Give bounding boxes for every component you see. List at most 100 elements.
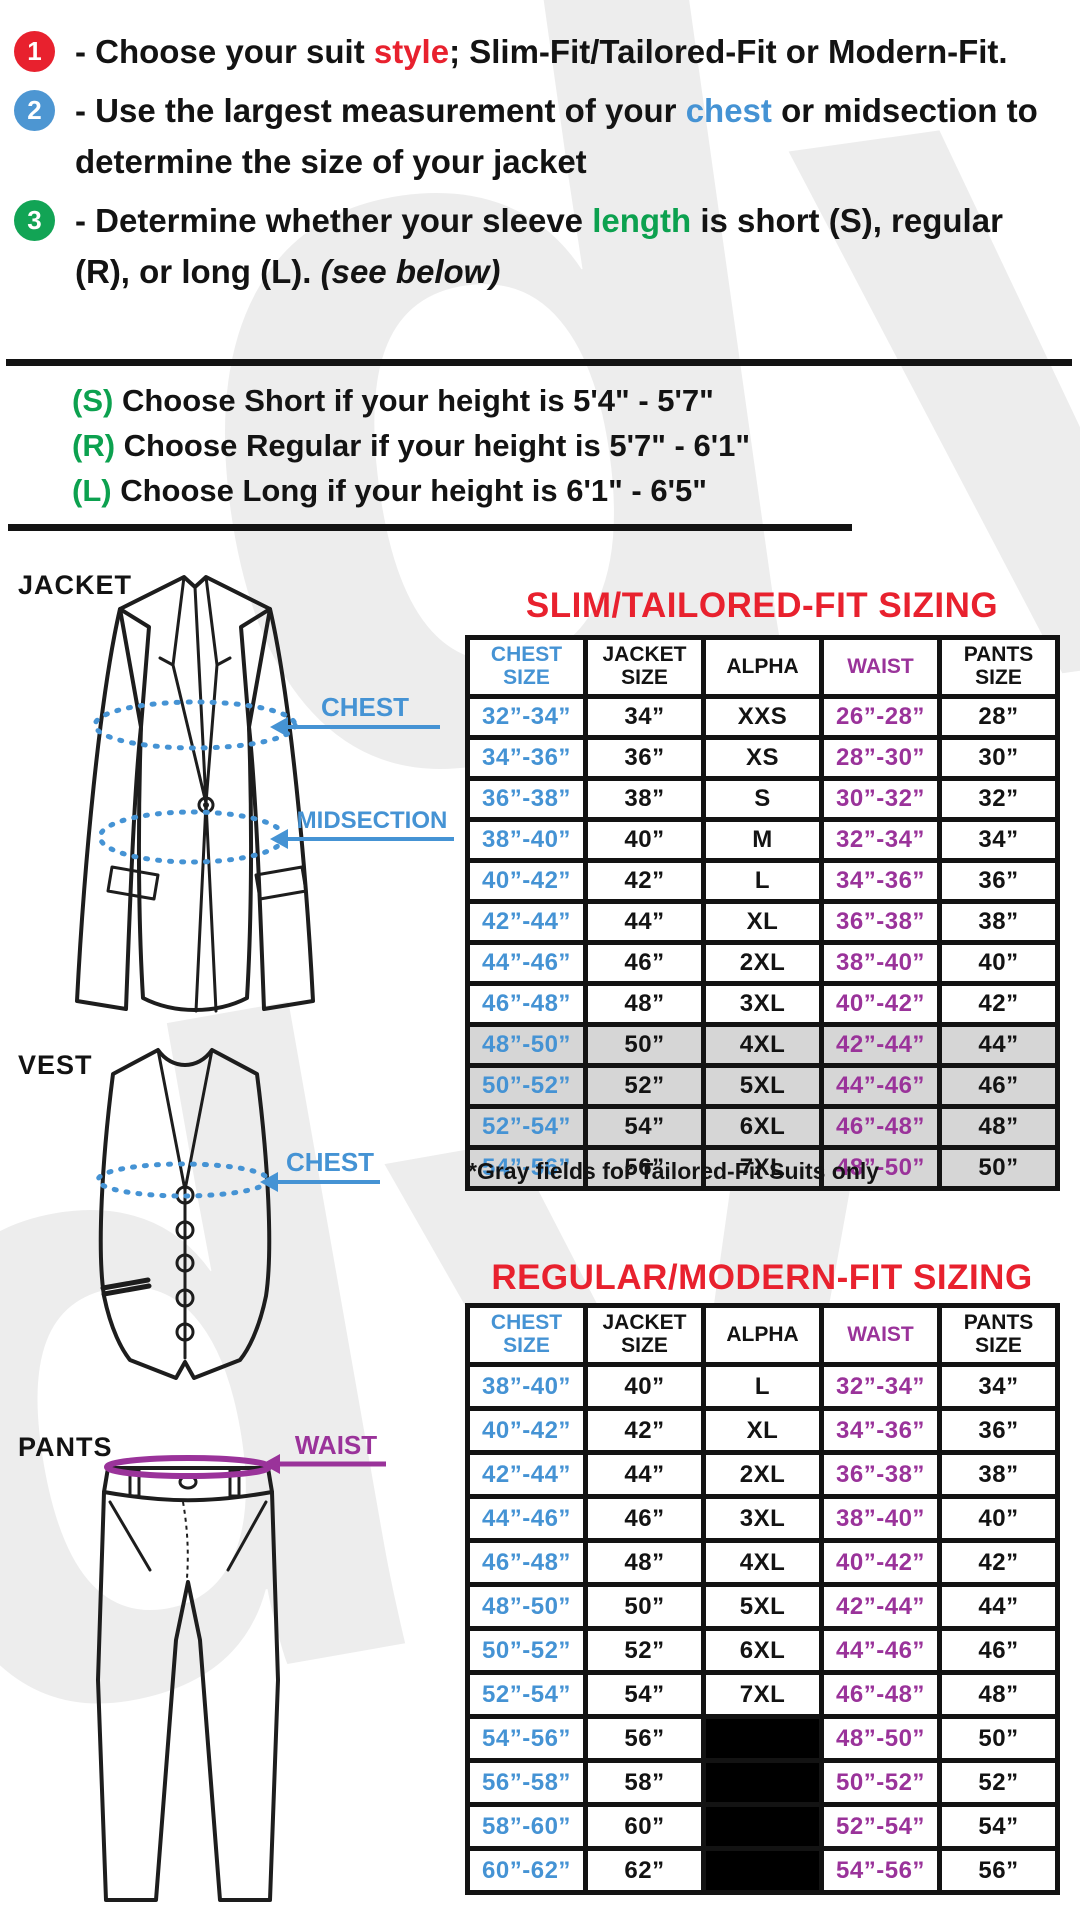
- size-cell: 52”-54”: [465, 1670, 588, 1719]
- blackout-cell: [701, 1714, 824, 1763]
- size-cell: 42”-44”: [465, 1450, 588, 1499]
- instruction-text: - Determine whether your sleeve length i…: [75, 202, 1003, 290]
- size-row: 42”-44” 44” 2XL 36”-38” 38”: [465, 1450, 1060, 1499]
- size-cell: 36”-38”: [465, 776, 588, 822]
- size-cell: 40”: [583, 817, 706, 863]
- size-cell: 46”: [937, 1626, 1060, 1675]
- height-rule-text: Choose Regular if your height is 5'7" - …: [115, 428, 751, 463]
- chest-label: CHEST: [286, 1147, 374, 1177]
- size-row: 56”-58” 58” 50”-52” 52”: [465, 1758, 1060, 1807]
- size-cell: 46”: [583, 940, 706, 986]
- size-cell: 54”-56”: [465, 1714, 588, 1763]
- chest-label: CHEST: [321, 692, 409, 722]
- step-number-badge: 3: [14, 200, 55, 241]
- size-cell: 40”: [583, 1362, 706, 1411]
- size-cell: 44”: [583, 1450, 706, 1499]
- size-cell: 48”-50”: [819, 1714, 942, 1763]
- midsection-label: MIDSECTION: [297, 807, 448, 834]
- size-cell: 5XL: [701, 1063, 824, 1109]
- size-cell: 48”-50”: [465, 1022, 588, 1068]
- size-cell: S: [701, 776, 824, 822]
- column-header: PANTS SIZE: [937, 635, 1060, 699]
- size-cell: 38”-40”: [465, 817, 588, 863]
- size-cell: 42”-44”: [819, 1582, 942, 1631]
- size-cell: XXS: [701, 694, 824, 740]
- size-row: 58”-60” 60” 52”-54” 54”: [465, 1802, 1060, 1851]
- instruction-text: - Choose your suit style; Slim-Fit/Tailo…: [75, 33, 1008, 70]
- size-cell: 40”: [937, 940, 1060, 986]
- vest-diagram: CHEST: [95, 1048, 380, 1380]
- size-row: 38”-40” 40” L 32”-34” 34”: [465, 1362, 1060, 1411]
- column-header: CHEST SIZE: [465, 1303, 588, 1367]
- size-cell: 42”: [937, 1538, 1060, 1587]
- step-number-badge: 2: [14, 90, 55, 131]
- height-rule-line: (S) Choose Short if your height is 5'4" …: [72, 378, 750, 423]
- column-header: WAIST: [819, 1303, 942, 1367]
- divider-line: [8, 524, 852, 531]
- size-cell: 44”-46”: [819, 1626, 942, 1675]
- size-cell: 4XL: [701, 1538, 824, 1587]
- size-cell: 50”-52”: [819, 1758, 942, 1807]
- size-cell: 34”-36”: [819, 1406, 942, 1455]
- size-cell: 52”: [583, 1626, 706, 1675]
- size-cell: 2XL: [701, 1450, 824, 1499]
- column-header: WAIST: [819, 635, 942, 699]
- size-row: 40”-42” 42” L 34”-36” 36”: [465, 858, 1060, 904]
- size-cell: 44”: [583, 899, 706, 945]
- size-cell: 44”-46”: [465, 1494, 588, 1543]
- pants-legs: [96, 1490, 280, 1902]
- size-cell: 34”: [583, 694, 706, 740]
- column-header: PANTS SIZE: [937, 1303, 1060, 1367]
- size-row: 48”-50” 50” 4XL 42”-44” 44”: [465, 1022, 1060, 1068]
- size-row: 44”-46” 46” 2XL 38”-40” 40”: [465, 940, 1060, 986]
- size-cell: 7XL: [701, 1145, 824, 1191]
- size-cell: 50”-52”: [465, 1063, 588, 1109]
- waist-arrow-head-icon: [262, 1454, 280, 1474]
- divider-line: [6, 359, 1072, 366]
- length-tag: (S): [72, 383, 114, 418]
- waist-label: WAIST: [295, 1430, 377, 1460]
- instruction-item: 2 - Use the largest measurement of your c…: [14, 85, 1066, 187]
- jacket-section-label: JACKET: [18, 570, 133, 600]
- pants-section-label: PANTS: [18, 1432, 113, 1462]
- size-row: 42”-44” 44” XL 36”-38” 38”: [465, 899, 1060, 945]
- size-row: 50”-52” 52” 6XL 44”-46” 46”: [465, 1626, 1060, 1675]
- size-row: 54”-56” 56” 7XL 48”-50” 50”: [465, 1145, 1060, 1191]
- blackout-cell: [701, 1802, 824, 1851]
- size-cell: 5XL: [701, 1582, 824, 1631]
- size-cell: 54”: [583, 1104, 706, 1150]
- size-cell: 34”: [937, 817, 1060, 863]
- size-row: 40”-42” 42” XL 34”-36” 36”: [465, 1406, 1060, 1455]
- size-cell: 52”: [937, 1758, 1060, 1807]
- size-cell: 46”: [583, 1494, 706, 1543]
- jacket-button-hole: [203, 802, 209, 808]
- size-cell: 60”: [583, 1802, 706, 1851]
- size-cell: 50”: [937, 1145, 1060, 1191]
- size-row: 52”-54” 54” 7XL 46”-48” 48”: [465, 1670, 1060, 1719]
- size-cell: 52”-54”: [465, 1104, 588, 1150]
- size-cell: 50”: [583, 1022, 706, 1068]
- size-cell: 42”: [583, 858, 706, 904]
- size-cell: 50”: [937, 1714, 1060, 1763]
- size-cell: 26”-28”: [819, 694, 942, 740]
- size-row: 32”-34” 34” XXS 26”-28” 28”: [465, 694, 1060, 740]
- size-cell: 60”-62”: [465, 1846, 588, 1895]
- pants-diagram: WAIST: [96, 1430, 386, 1902]
- size-cell: 6XL: [701, 1104, 824, 1150]
- size-cell: 32”-34”: [819, 817, 942, 863]
- size-cell: 36”: [583, 735, 706, 781]
- size-cell: 46”-48”: [465, 981, 588, 1027]
- size-cell: 38”-40”: [819, 1494, 942, 1543]
- size-cell: 3XL: [701, 1494, 824, 1543]
- size-cell: 48”-50”: [465, 1582, 588, 1631]
- size-cell: 28”-30”: [819, 735, 942, 781]
- length-tag: (R): [72, 428, 116, 463]
- height-rule-text: Choose Long if your height is 6'1" - 6'5…: [111, 473, 707, 508]
- size-cell: XL: [701, 899, 824, 945]
- instructions: 1 - Choose your suit style; Slim-Fit/Tail…: [14, 26, 1066, 305]
- size-cell: XL: [701, 1406, 824, 1455]
- size-cell: 38”-40”: [819, 940, 942, 986]
- size-cell: 40”-42”: [819, 1538, 942, 1587]
- size-cell: 54”: [583, 1670, 706, 1719]
- blackout-cell: [701, 1846, 824, 1895]
